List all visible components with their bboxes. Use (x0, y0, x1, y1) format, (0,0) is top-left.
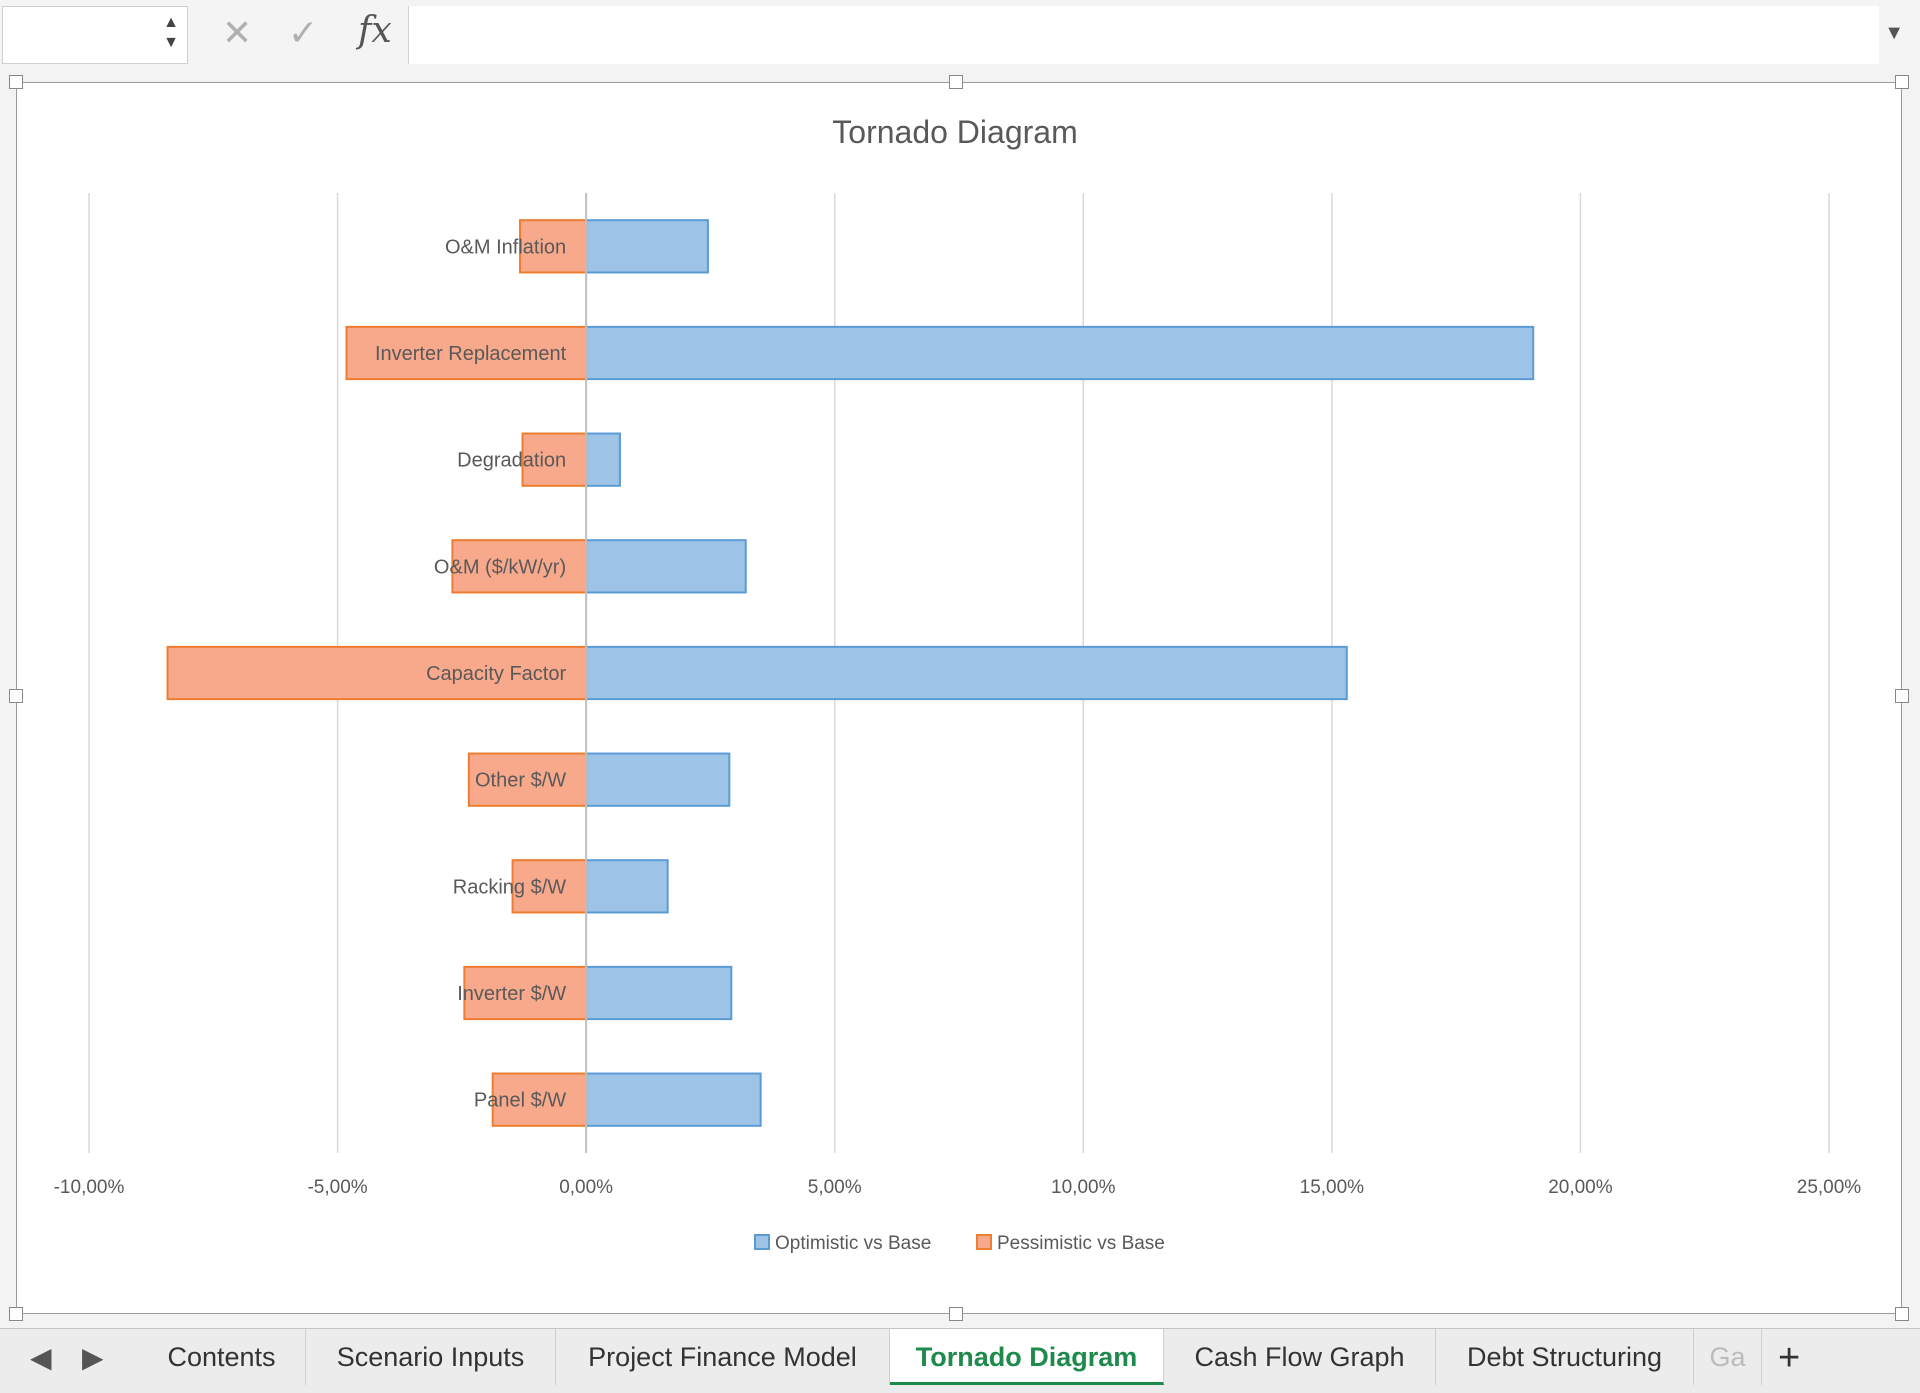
resize-handle-tl[interactable] (9, 75, 23, 89)
formula-bar: ▲ ▼ ✕ ✓ fx ▼ (0, 0, 1920, 73)
category-label: Racking $/W (453, 876, 566, 898)
chart-object[interactable]: Tornado Diagram O&M Inflation Inverter Re… (16, 82, 1902, 1314)
chevron-down-icon[interactable]: ▼ (1884, 22, 1904, 44)
tornado-chart: Tornado Diagram O&M Inflation Inverter Re… (54, 114, 1862, 1254)
name-box-stepper-icon[interactable]: ▲ ▼ (163, 14, 179, 51)
x-tick-label: 0,00% (559, 1177, 613, 1198)
category-label: Inverter Replacement (375, 343, 567, 365)
resize-handle-bm[interactable] (949, 1307, 963, 1321)
legend-swatch (754, 1234, 770, 1250)
bar-optimistic (585, 645, 1348, 701)
bar-optimistic (585, 432, 621, 487)
category-label: Other $/W (475, 770, 566, 792)
bar-pessimistic (451, 539, 588, 594)
tab-debt-structuring[interactable]: Debt Structuring (1436, 1329, 1694, 1385)
category-label: Capacity Factor (426, 663, 566, 685)
fx-icon[interactable]: fx (358, 10, 392, 51)
bar-optimistic (585, 219, 709, 274)
resize-handle-tr[interactable] (1895, 75, 1909, 89)
x-tick-label: 25,00% (1797, 1177, 1862, 1198)
bar-optimistic (585, 539, 747, 594)
formula-input[interactable] (408, 6, 1879, 64)
bar-optimistic (585, 325, 1535, 381)
bar-optimistic (585, 965, 733, 1021)
bar-pessimistic (467, 752, 588, 807)
x-tick-label: -5,00% (307, 1177, 367, 1198)
resize-handle-bl[interactable] (9, 1307, 23, 1321)
x-tick-label: 10,00% (1051, 1177, 1116, 1198)
bar-pessimistic (166, 645, 588, 701)
tab-ga[interactable]: Ga (1694, 1329, 1762, 1385)
resize-handle-mr[interactable] (1895, 689, 1909, 703)
legend-label: Optimistic vs Base (775, 1233, 931, 1254)
scroll-left-icon[interactable]: ◀ (30, 1342, 52, 1373)
category-label: Panel $/W (474, 1090, 566, 1112)
bar-optimistic (585, 752, 731, 807)
x-tick-label: 5,00% (808, 1177, 862, 1198)
tab-scenario-inputs[interactable]: Scenario Inputs (306, 1329, 556, 1385)
x-tick-label: 20,00% (1548, 1177, 1613, 1198)
legend-label: Pessimistic vs Base (997, 1233, 1165, 1254)
bar-pessimistic (345, 325, 588, 381)
x-tick-label: -10,00% (54, 1177, 125, 1198)
resize-handle-ml[interactable] (9, 689, 23, 703)
check-icon[interactable]: ✓ (288, 12, 319, 53)
legend-swatch (976, 1234, 992, 1250)
close-icon[interactable]: ✕ (222, 12, 253, 53)
resize-handle-br[interactable] (1895, 1307, 1909, 1321)
bar-pessimistic (519, 219, 588, 274)
category-label: Degradation (457, 450, 566, 472)
category-label: Inverter $/W (457, 983, 566, 1005)
category-label: O&M ($/kW/yr) (434, 556, 566, 578)
tab-cash-flow-graph[interactable]: Cash Flow Graph (1164, 1329, 1436, 1385)
tab-contents[interactable]: Contents (138, 1329, 306, 1385)
tab-project-finance-model[interactable]: Project Finance Model (556, 1329, 890, 1385)
bar-optimistic (585, 1072, 762, 1127)
bar-optimistic (585, 859, 669, 914)
x-tick-label: 15,00% (1300, 1177, 1365, 1198)
chart-title: Tornado Diagram (832, 114, 1077, 150)
scroll-right-icon[interactable]: ▶ (82, 1342, 104, 1373)
resize-handle-tm[interactable] (949, 75, 963, 89)
bar-pessimistic (491, 1072, 588, 1127)
sheet-tab-bar: ◀ ▶ Contents Scenario Inputs Project Fin… (0, 1328, 1920, 1393)
add-sheet-button[interactable]: + (1778, 1337, 1801, 1379)
category-label: O&M Inflation (445, 236, 566, 258)
name-box[interactable]: ▲ ▼ (2, 6, 188, 64)
bar-pessimistic (511, 859, 588, 914)
tab-tornado-diagram[interactable]: Tornado Diagram (890, 1329, 1164, 1385)
